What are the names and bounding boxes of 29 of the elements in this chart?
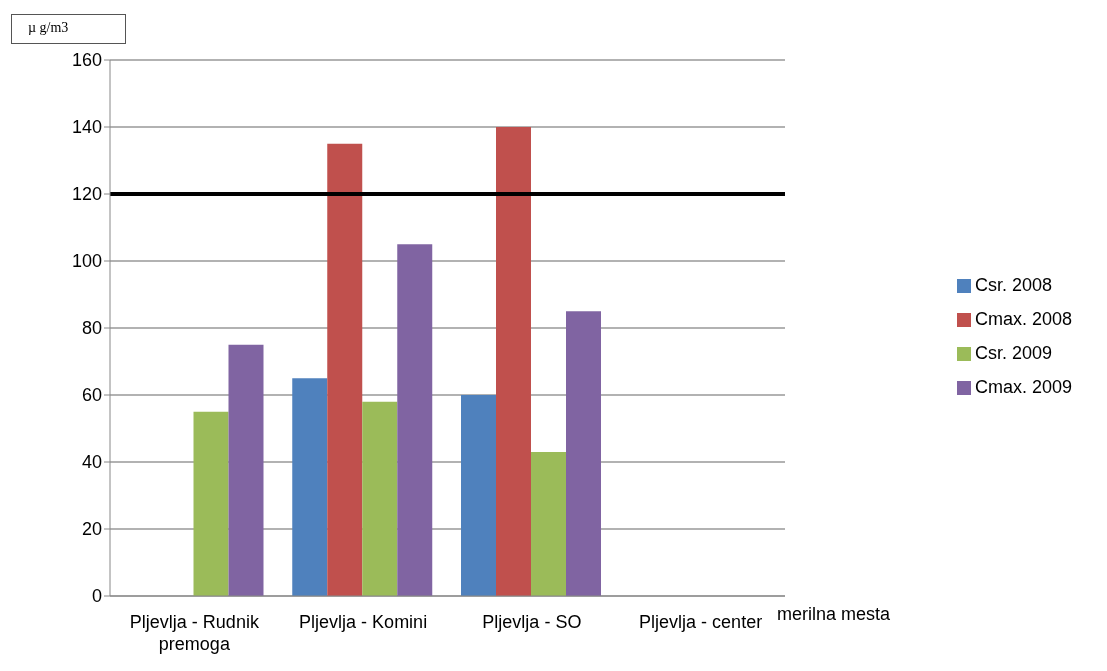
y-axis-title: µ g/m3 xyxy=(28,20,69,36)
y-tick-label: 0 xyxy=(91,586,102,607)
y-tick-label: 20 xyxy=(81,519,102,540)
bar xyxy=(292,378,328,596)
bar xyxy=(327,143,363,596)
y-tick-label: 80 xyxy=(81,318,102,339)
bar xyxy=(566,311,601,596)
bar xyxy=(461,395,496,596)
bar xyxy=(397,244,433,596)
bar xyxy=(228,344,264,596)
bar xyxy=(531,451,566,596)
x-tick-label: Pljevlja - SO xyxy=(482,612,582,632)
y-tick-label: 40 xyxy=(81,452,102,473)
legend-label: Cmax. 2009 xyxy=(975,376,1073,397)
y-tick-label: 60 xyxy=(81,385,102,406)
x-tick-label: Pljevlja - Komini xyxy=(299,612,428,632)
bar xyxy=(362,401,398,596)
y-tick-label: 100 xyxy=(71,251,102,272)
bar xyxy=(496,127,531,596)
x-axis-title: merilna mesta xyxy=(777,604,892,624)
legend-label: Cmax. 2008 xyxy=(975,308,1073,329)
x-tick-label: Pljevlja - center xyxy=(639,612,763,632)
bar xyxy=(193,411,229,596)
y-tick-label: 140 xyxy=(71,117,102,138)
y-tick-label: 160 xyxy=(71,50,102,71)
x-tick-label: Pljevlja - Rudnik premoga xyxy=(129,612,260,654)
legend-label: Csr. 2008 xyxy=(975,274,1053,295)
legend-label: Csr. 2009 xyxy=(975,342,1053,363)
y-tick-label: 120 xyxy=(71,184,102,205)
